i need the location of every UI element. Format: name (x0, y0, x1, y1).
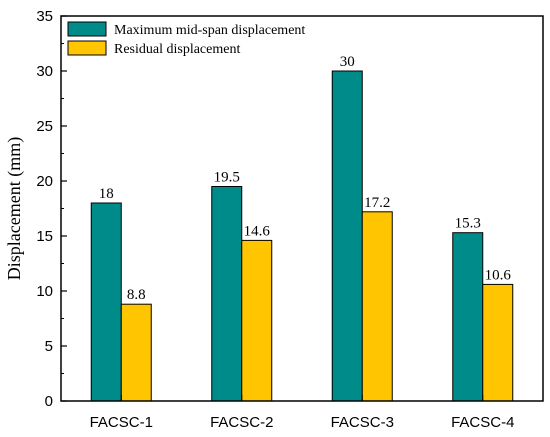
legend-swatch-residual (67, 40, 107, 56)
x-tick-label-1: FACSC-1 (90, 414, 153, 431)
legend: Maximum mid-span displacement Residual di… (67, 21, 305, 57)
bar-residual-4 (482, 283, 514, 402)
bar-max-3 (331, 70, 363, 402)
axes-group: FACSC-1 FACSC-2 FACSC-3 FACSC-4 0 5 10 15 20 25 30… (36, 8, 544, 431)
y-tick-label-10: 10 (36, 283, 53, 300)
y-tick-label-5: 5 (45, 338, 53, 355)
bar-max-2 (211, 186, 243, 402)
bar-max-4 (452, 232, 484, 402)
bar-residual-3 (361, 211, 393, 402)
y-tick-label-30: 30 (36, 63, 53, 80)
data-label-residual-3: 17.2 (364, 195, 390, 211)
bar-residual-1 (120, 303, 152, 402)
legend-label-residual: Residual displacement (114, 42, 240, 57)
data-label-max-1: 18 (99, 186, 114, 202)
y-tick-label-35: 35 (36, 8, 53, 25)
data-label-max-2: 19.5 (214, 170, 240, 186)
x-tick-label-2: FACSC-2 (210, 414, 273, 431)
bars-group: 18 8.8 19.5 14.6 30 17.2 15.3 10.6 (90, 54, 514, 402)
y-tick-label-25: 25 (36, 118, 53, 135)
legend-label-max: Maximum mid-span displacement (114, 23, 305, 38)
data-label-residual-1: 8.8 (127, 287, 146, 303)
legend-swatch-max (67, 21, 107, 37)
bar-max-1 (90, 202, 122, 402)
data-label-residual-4: 10.6 (485, 267, 512, 283)
y-tick-label-20: 20 (36, 173, 53, 190)
x-tick-label-4: FACSC-4 (451, 414, 514, 431)
y-tick-label-15: 15 (36, 228, 53, 245)
data-label-max-3: 30 (340, 54, 355, 70)
y-axis-title: Displacement (mm) (4, 137, 25, 280)
y-tick-label-0: 0 (45, 393, 53, 410)
x-tick-label-3: FACSC-3 (331, 414, 394, 431)
bar-residual-2 (241, 239, 273, 402)
data-label-max-4: 15.3 (455, 216, 481, 232)
data-label-residual-2: 14.6 (244, 223, 271, 239)
